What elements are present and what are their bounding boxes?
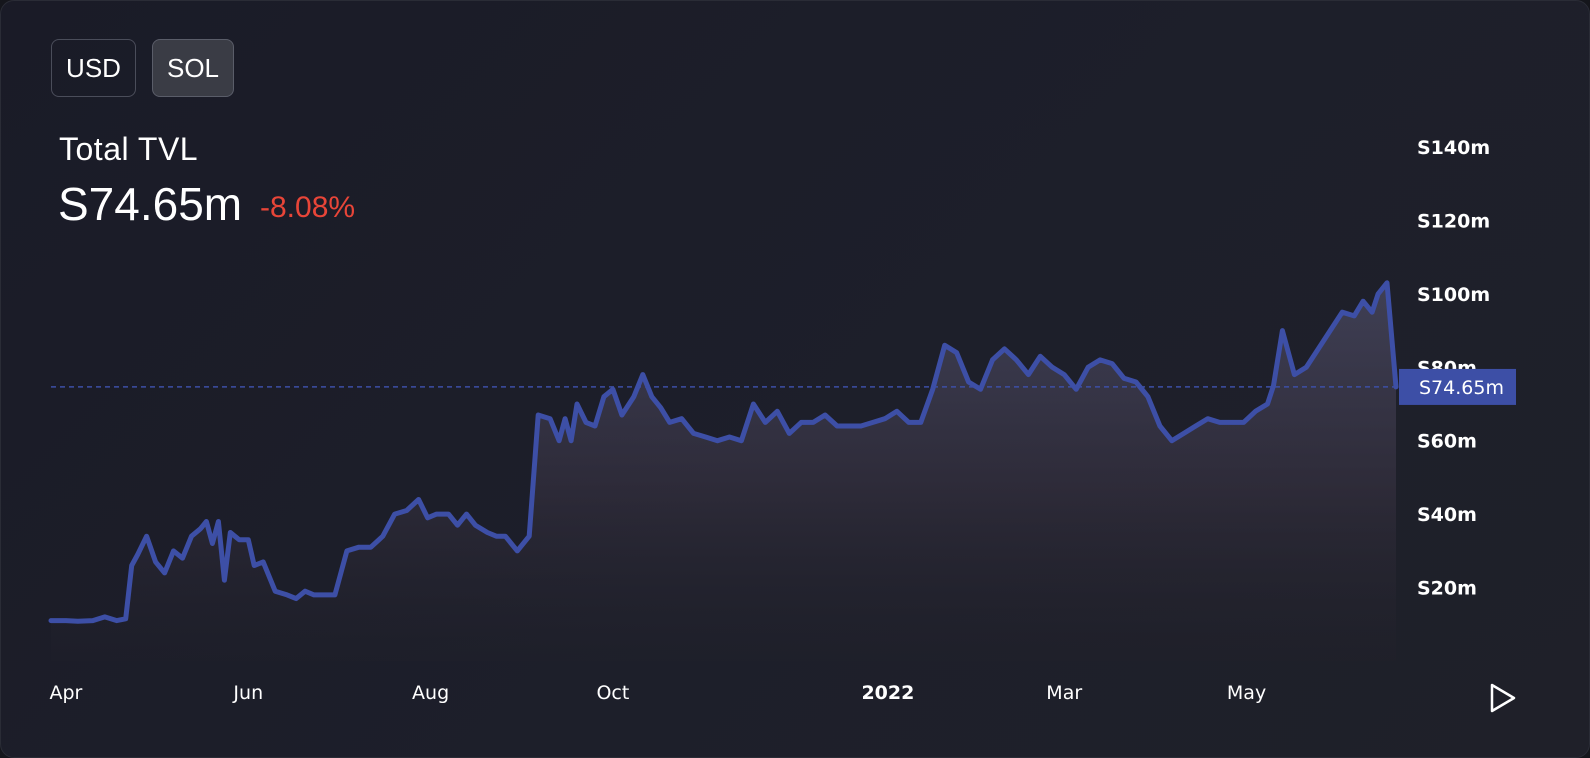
play-icon[interactable] [1485, 681, 1519, 715]
current-value-label: S74.65m [1419, 377, 1504, 399]
sol-toggle-button[interactable]: SOL [152, 39, 234, 97]
usd-toggle-button[interactable]: USD [51, 39, 136, 97]
x-tick-label: Mar [1046, 682, 1082, 704]
x-tick-label: Apr [50, 682, 83, 704]
x-tick-label: 2022 [861, 682, 914, 704]
y-tick-label: S40m [1417, 504, 1477, 526]
y-tick-label: S60m [1417, 431, 1477, 453]
tvl-change-percent: -8.08% [260, 191, 356, 224]
tvl-series-line [48, 280, 1399, 624]
x-tick-label: Oct [596, 682, 629, 704]
y-tick-label: S20m [1417, 578, 1477, 600]
tvl-area-fill [51, 282, 1396, 661]
chart-title: Total TVL [59, 131, 199, 167]
current-value-tag [1399, 368, 1516, 405]
y-tick-label: S140m [1417, 137, 1490, 159]
tvl-value: S74.65m [58, 178, 243, 230]
y-tick-label: S100m [1417, 284, 1490, 306]
x-tick-label: May [1227, 682, 1266, 704]
y-tick-label: S120m [1417, 210, 1490, 232]
x-tick-label: Aug [412, 682, 449, 704]
x-tick-label: Jun [232, 682, 263, 704]
